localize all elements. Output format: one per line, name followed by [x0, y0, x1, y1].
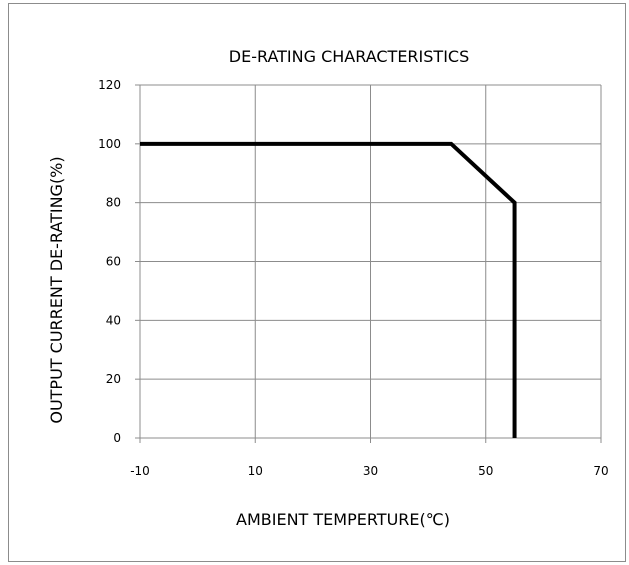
y-tick-label: 80 [106, 196, 121, 210]
x-tick-label: 50 [478, 464, 493, 478]
y-tick-label: 0 [113, 431, 121, 445]
x-tick-labels: -10 10 30 50 70 [130, 464, 608, 478]
chart-title: DE-RATING CHARACTERISTICS [229, 47, 469, 66]
y-tick-label: 120 [98, 78, 121, 92]
y-tick-label: 100 [98, 137, 121, 151]
x-tick-label: 70 [593, 464, 608, 478]
x-tick-label: 10 [248, 464, 263, 478]
series-line-derating [140, 141, 517, 438]
y-tick-labels: 0 20 40 60 80 100 120 [98, 78, 121, 445]
x-tick-label: 30 [363, 464, 378, 478]
x-tick-label: -10 [130, 464, 150, 478]
x-axis-label: AMBIENT TEMPERTURE(℃) [236, 510, 450, 529]
y-tick-label: 60 [106, 255, 121, 269]
y-tick-label: 20 [106, 372, 121, 386]
series-layer [140, 141, 517, 438]
y-tick-label: 40 [106, 313, 121, 327]
y-axis-label: OUTPUT CURRENT DE-RATING(%) [47, 156, 66, 423]
